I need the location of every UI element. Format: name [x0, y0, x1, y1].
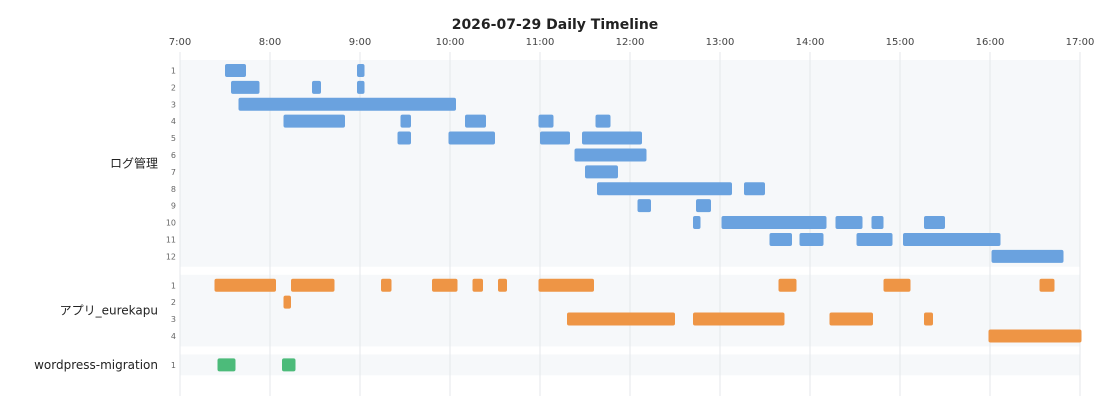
row-label: 4 [171, 332, 176, 341]
timeline-bar [595, 114, 611, 128]
x-axis-ticks: 7:00 8:00 9:00 10:00 11:00 12:00 13:00 14:00 15:… [169, 37, 1095, 48]
x-tick-label: 17:00 [1066, 37, 1095, 48]
row-label: 12 [166, 252, 176, 261]
timeline-bar [778, 278, 797, 292]
timeline-bar [903, 232, 1001, 246]
timeline-bar [924, 216, 945, 230]
row-label: 6 [171, 151, 176, 160]
bars-layer [214, 63, 1082, 372]
timeline-bar [744, 182, 765, 196]
timeline-bar [538, 278, 594, 292]
row-label: 4 [171, 117, 176, 126]
timeline-bar [696, 199, 711, 213]
row-label: 11 [166, 235, 176, 244]
timeline-bar [448, 131, 495, 145]
row-labels-layer: ログ管理123456789101112アプリ_eurekapu1234wordp… [34, 66, 176, 371]
group-label: アプリ_eurekapu [60, 304, 158, 318]
row-label: 1 [171, 361, 176, 370]
timeline-bar [400, 114, 411, 128]
timeline-bar [574, 148, 647, 162]
row-label: 2 [171, 298, 176, 307]
timeline-bar [465, 114, 486, 128]
timeline-bar [291, 278, 335, 292]
timeline-bar [924, 312, 933, 326]
row-label: 8 [171, 185, 176, 194]
timeline-bar [472, 278, 483, 292]
x-tick-label: 12:00 [616, 37, 645, 48]
timeline-bar [283, 114, 345, 128]
timeline-bar [871, 216, 884, 230]
timeline-bar [357, 63, 365, 77]
timeline-bar [283, 295, 291, 309]
timeline-bar [357, 80, 365, 94]
chart-title: 2026-07-29 Daily Timeline [452, 17, 659, 33]
row-label: 3 [171, 100, 176, 109]
timeline-bar [1039, 278, 1055, 292]
timeline-bar [585, 165, 618, 179]
x-tick-label: 14:00 [796, 37, 825, 48]
row-label: 7 [171, 168, 176, 177]
timeline-bar [567, 312, 675, 326]
timeline-bar [312, 80, 321, 94]
timeline-bar [769, 232, 792, 246]
group-label: ログ管理 [110, 155, 158, 170]
timeline-bar [381, 278, 392, 292]
row-label: 1 [171, 66, 176, 75]
x-tick-label: 8:00 [259, 37, 281, 48]
timeline-bar [282, 358, 296, 372]
timeline-bar [597, 182, 732, 196]
timeline-bar [538, 114, 554, 128]
row-label: 2 [171, 83, 176, 92]
timeline-bar [214, 278, 276, 292]
timeline-bar [397, 131, 411, 145]
timeline-bar [693, 312, 785, 326]
timeline-bar [238, 97, 456, 111]
timeline-bar [693, 216, 701, 230]
timeline-bar [883, 278, 911, 292]
row-label: 5 [171, 134, 176, 143]
timeline-bar [799, 232, 824, 246]
timeline-bar [988, 329, 1082, 343]
x-tick-label: 10:00 [436, 37, 465, 48]
x-tick-label: 16:00 [976, 37, 1005, 48]
timeline-bar [856, 232, 893, 246]
timeline-bar [637, 199, 651, 213]
row-label: 10 [166, 219, 176, 228]
timeline-bar [217, 358, 236, 372]
timeline-bar [432, 278, 458, 292]
x-tick-label: 13:00 [706, 37, 735, 48]
timeline-bar [721, 216, 827, 230]
timeline-bar [225, 63, 246, 77]
timeline-bar [829, 312, 873, 326]
row-label: 9 [171, 202, 176, 211]
timeline-bar [231, 80, 260, 94]
row-label: 1 [171, 281, 176, 290]
x-tick-label: 15:00 [886, 37, 915, 48]
timeline-bar [540, 131, 570, 145]
x-tick-label: 7:00 [169, 37, 191, 48]
timeline-bar [991, 249, 1064, 263]
row-label: 3 [171, 315, 176, 324]
x-tick-label: 11:00 [526, 37, 555, 48]
timeline-bar [835, 216, 863, 230]
timeline-bar [498, 278, 507, 292]
x-tick-label: 9:00 [349, 37, 371, 48]
timeline-bar [582, 131, 642, 145]
group-label: wordpress-migration [34, 358, 158, 372]
